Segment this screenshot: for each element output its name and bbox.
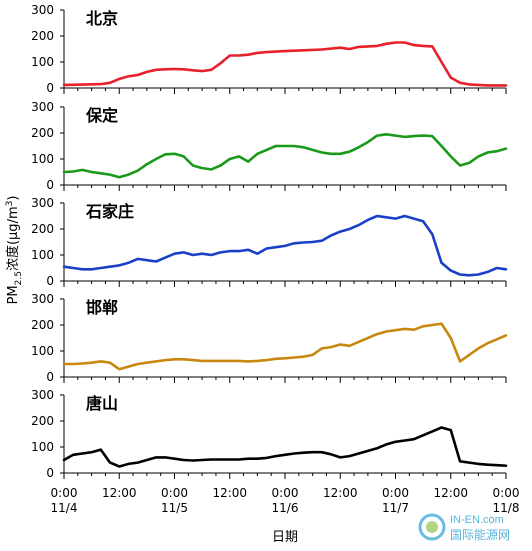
x-tick-label-time-7: 12:00 bbox=[433, 486, 468, 500]
x-tick-label-date-4: 11/6 bbox=[272, 501, 299, 515]
x-tick-label-time-3: 12:00 bbox=[212, 486, 247, 500]
y-tick-label-2-0: 0 bbox=[46, 274, 54, 288]
panel-title-0: 北京 bbox=[86, 9, 118, 28]
panel-title-1: 保定 bbox=[85, 106, 118, 125]
y-tick-label-1-300: 300 bbox=[31, 100, 54, 114]
x-tick-label-date-8: 11/8 bbox=[493, 501, 520, 515]
y-tick-label-4-200: 200 bbox=[31, 414, 54, 428]
x-tick-label-time-4: 0:00 bbox=[272, 486, 299, 500]
x-tick-label-date-0: 11/4 bbox=[51, 501, 78, 515]
watermark-line2: 国际能源网 bbox=[450, 528, 510, 542]
series-line-4 bbox=[62, 426, 508, 468]
series-line-1 bbox=[62, 133, 508, 179]
y-tick-label-3-300: 300 bbox=[31, 292, 54, 306]
y-tick-label-3-0: 0 bbox=[46, 370, 54, 384]
y-tick-label-4-300: 300 bbox=[31, 388, 54, 402]
x-tick-label-time-0: 0:00 bbox=[51, 486, 78, 500]
y-tick-label-4-100: 100 bbox=[31, 440, 54, 454]
watermark-line1: IN-EN.com bbox=[450, 514, 504, 526]
y-tick-label-2-200: 200 bbox=[31, 222, 54, 236]
y-tick-label-3-200: 200 bbox=[31, 318, 54, 332]
y-tick-label-0-0: 0 bbox=[46, 81, 54, 95]
x-tick-label-time-6: 0:00 bbox=[382, 486, 409, 500]
y-tick-label-4-0: 0 bbox=[46, 466, 54, 480]
series-line-3 bbox=[62, 322, 508, 371]
y-tick-label-3-100: 100 bbox=[31, 344, 54, 358]
x-axis-title: 日期 bbox=[272, 530, 298, 545]
y-axis-title: PM2.5浓度(μg/m3) bbox=[5, 196, 24, 305]
series-line-2 bbox=[62, 214, 508, 277]
x-tick-label-date-6: 11/7 bbox=[382, 501, 409, 515]
panel-title-3: 邯郸 bbox=[86, 298, 118, 317]
y-tick-label-0-100: 100 bbox=[31, 55, 54, 69]
x-tick-label-time-1: 12:00 bbox=[102, 486, 137, 500]
y-tick-label-1-200: 200 bbox=[31, 126, 54, 140]
y-tick-label-2-300: 300 bbox=[31, 196, 54, 210]
y-tick-label-0-200: 200 bbox=[31, 29, 54, 43]
series-line-0 bbox=[62, 41, 508, 87]
x-tick-label-date-2: 11/5 bbox=[161, 501, 188, 515]
panel-title-4: 唐山 bbox=[86, 394, 118, 413]
y-tick-label-2-100: 100 bbox=[31, 248, 54, 262]
y-tick-label-1-0: 0 bbox=[46, 178, 54, 192]
x-tick-label-time-5: 12:00 bbox=[323, 486, 358, 500]
in-en-logo-icon: IN-EN.com 国际能源网 bbox=[418, 513, 510, 542]
x-tick-label-time-2: 0:00 bbox=[161, 486, 188, 500]
y-tick-label-0-300: 300 bbox=[31, 3, 54, 17]
panel-title-2: 石家庄 bbox=[85, 202, 134, 221]
watermark-logo: IN-EN.com 国际能源网 bbox=[416, 507, 526, 547]
x-tick-label-time-8: 0:00 bbox=[493, 486, 520, 500]
y-tick-label-1-100: 100 bbox=[31, 152, 54, 166]
